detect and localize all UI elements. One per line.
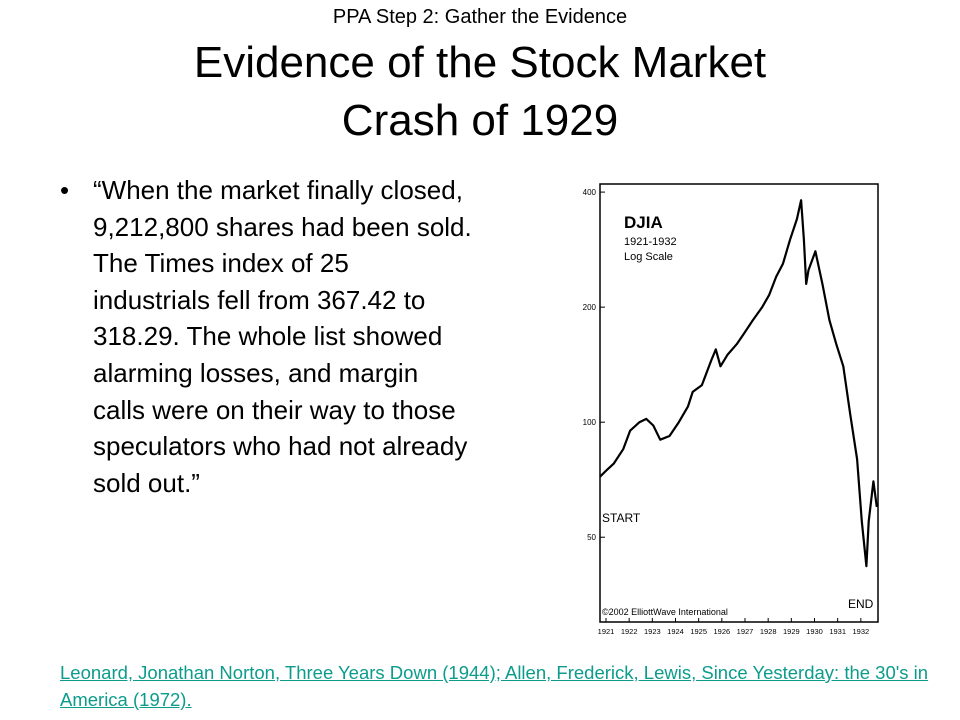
y-tick-label: 400: [583, 188, 597, 197]
copyright-label: ©2002 ElliottWave International: [602, 607, 728, 617]
x-tick-label: 1926: [713, 627, 730, 636]
chart-frame: [599, 183, 879, 623]
djia-series-line: [599, 199, 878, 568]
y-tick-label: 100: [583, 418, 597, 427]
quote-bullet: • “When the market finally closed, 9,212…: [60, 172, 472, 501]
x-tick-label: 1925: [690, 627, 707, 636]
x-tick-label: 1924: [667, 627, 684, 636]
citation-link[interactable]: Leonard, Jonathan Norton, Three Years Do…: [60, 662, 929, 710]
y-tick-label: 50: [587, 533, 596, 542]
chart-subtitle-scale: Log Scale: [624, 251, 673, 263]
slide-title: Evidence of the Stock Market Crash of 19…: [0, 34, 960, 150]
title-line-1: Evidence of the Stock Market: [193, 38, 767, 87]
x-tick-label: 1927: [737, 627, 754, 636]
x-tick-label: 1928: [760, 627, 777, 636]
x-tick-label: 1929: [783, 627, 800, 636]
x-axis: 1921 1922 1923 1924 1925 1926 1927 1928 1929 1930…: [598, 618, 869, 636]
x-tick-label: 1923: [644, 627, 661, 636]
y-tick-label: 200: [583, 303, 597, 312]
bullet-dot: •: [60, 175, 70, 205]
title-line-2: Crash of 1929: [341, 96, 619, 145]
y-axis: 50 100 200 400: [583, 188, 605, 542]
end-label: END: [848, 597, 874, 611]
slide-header: PPA Step 2: Gather the Evidence: [332, 6, 628, 28]
chart-subtitle-years: 1921-1932: [624, 236, 677, 248]
x-tick-label: 1932: [852, 627, 869, 636]
djia-chart: 50 100 200 400 1921 1922 1923 1924 1925 1926 1927…: [583, 183, 879, 636]
x-tick-label: 1921: [598, 627, 615, 636]
x-tick-label: 1930: [806, 627, 823, 636]
chart-title: DJIA: [624, 213, 663, 232]
x-tick-label: 1931: [829, 627, 846, 636]
x-tick-label: 1922: [621, 627, 638, 636]
quote-text: “When the market finally closed, 9,212,8…: [93, 175, 472, 498]
start-label: START: [602, 511, 641, 525]
